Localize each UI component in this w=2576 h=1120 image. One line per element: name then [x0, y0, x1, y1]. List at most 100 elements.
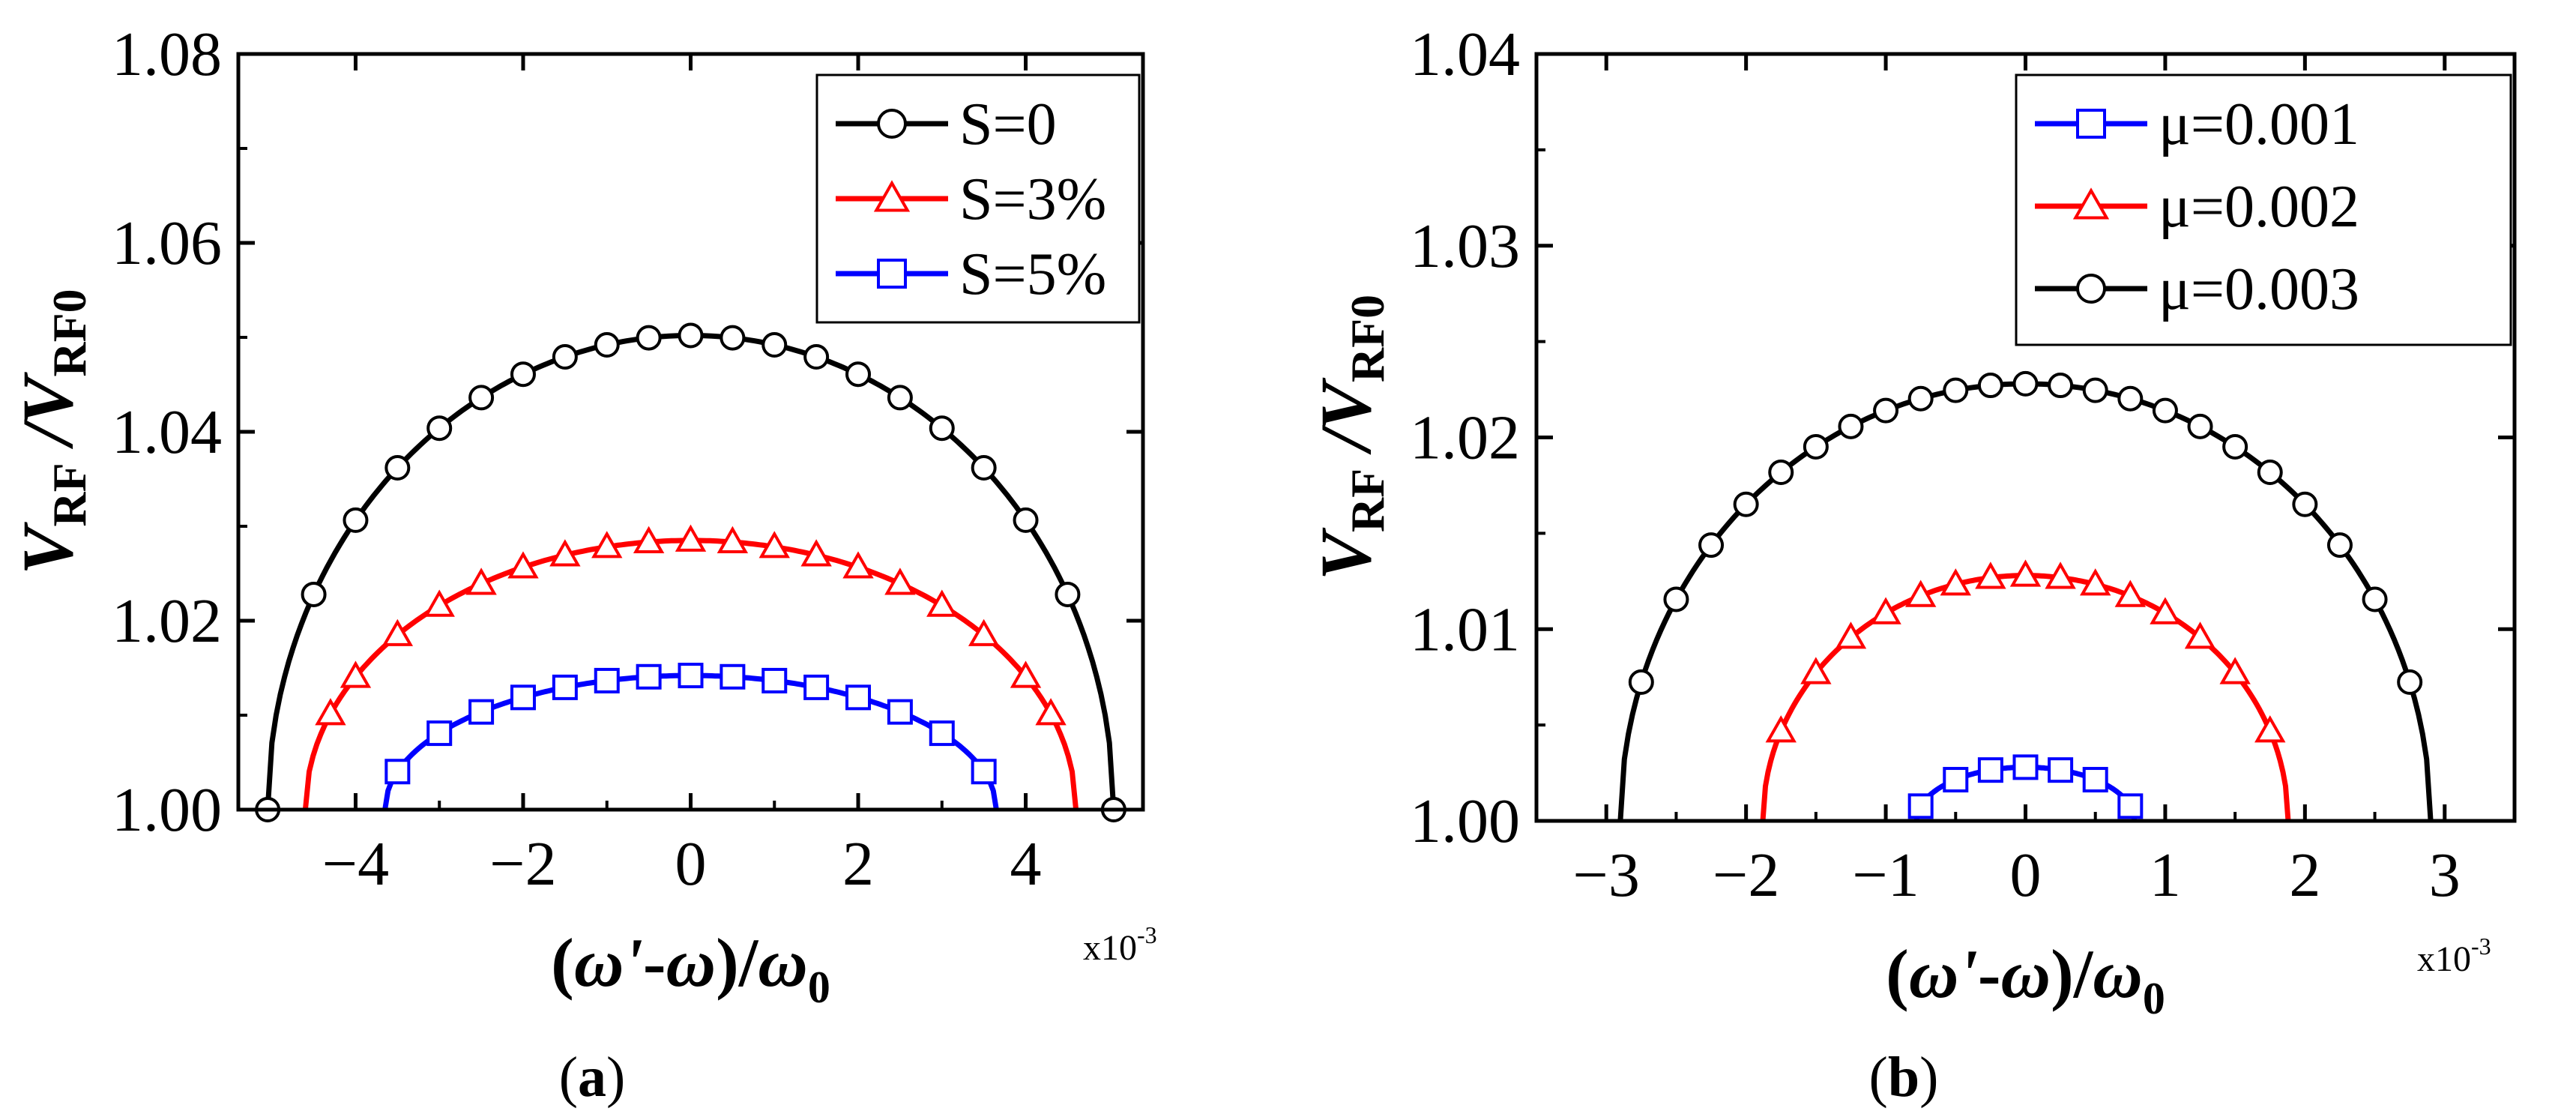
legend-item: μ=0.002	[2035, 174, 2359, 240]
data-point	[1904, 579, 1937, 607]
series-1-markers	[1907, 754, 2144, 819]
data-point	[2080, 568, 2111, 596]
y-tick-label: 1.04	[1410, 19, 1520, 89]
data-point	[552, 344, 578, 370]
data-point	[1943, 767, 1969, 793]
data-point	[1010, 660, 1042, 688]
data-point	[2082, 767, 2108, 793]
legend-marker	[2076, 109, 2106, 139]
data-point	[2117, 793, 2144, 819]
data-point	[758, 531, 790, 559]
data-point	[510, 684, 536, 711]
legend-marker	[2076, 274, 2106, 304]
legend-label: μ=0.001	[2159, 91, 2359, 157]
data-point	[507, 551, 539, 579]
data-point	[2222, 433, 2248, 460]
legend-marker	[877, 109, 907, 139]
data-point	[1035, 698, 1067, 726]
y-tick-label: 1.00	[112, 775, 222, 845]
legend-label: S=5%	[959, 241, 1106, 307]
data-point	[384, 455, 411, 481]
data-point	[465, 567, 497, 595]
data-point	[971, 455, 997, 481]
data-point	[1940, 568, 1971, 596]
legend-marker	[877, 259, 907, 289]
data-point	[468, 385, 495, 411]
data-point	[968, 618, 1000, 646]
data-point	[510, 361, 536, 388]
chart-panel-b: −3 −2 −1 0 1 2 31.001.011.021.031.04μ=0.001μ=0…	[1306, 19, 2517, 1109]
data-point	[2257, 460, 2283, 486]
legend-item: μ=0.003	[2035, 256, 2359, 322]
data-point	[720, 325, 746, 351]
data-point	[929, 720, 955, 747]
axis-multiplier: x10-3	[2417, 933, 2491, 979]
data-point	[343, 507, 369, 533]
data-point	[884, 567, 916, 595]
y-tick-label: 1.02	[1410, 403, 1520, 473]
legend-label: S=3%	[959, 166, 1106, 232]
data-point	[842, 551, 874, 579]
data-point	[929, 415, 955, 442]
data-point	[1803, 433, 1829, 460]
series-line	[1760, 573, 2291, 821]
data-point	[803, 344, 830, 370]
series-2-markers	[1765, 559, 2286, 743]
data-point	[1907, 793, 1934, 819]
data-point	[1975, 561, 2006, 589]
data-point	[2012, 754, 2039, 780]
data-point	[384, 759, 411, 785]
data-point	[2326, 532, 2353, 559]
data-point	[1838, 413, 1864, 439]
data-point	[2117, 385, 2144, 412]
series-1	[265, 333, 1117, 810]
data-point	[845, 361, 872, 388]
data-point	[1977, 373, 2003, 399]
x-tick-label: −1	[1852, 840, 1919, 910]
data-point	[887, 385, 913, 411]
legend-marker	[2072, 187, 2110, 220]
data-point	[2114, 579, 2147, 607]
data-point	[315, 698, 346, 726]
y-tick-label: 1.06	[112, 208, 222, 278]
data-point	[2397, 669, 2423, 695]
series-1-markers	[255, 322, 1126, 822]
x-axis-label: (ω'-ω)/ω0	[551, 924, 830, 1012]
data-point	[803, 674, 830, 700]
data-point	[591, 531, 623, 559]
x-tick-label: 0	[2010, 840, 2042, 910]
legend-label: μ=0.002	[2159, 174, 2359, 240]
x-axis-label: (ω'-ω)/ω0	[1886, 936, 2165, 1023]
legend-marker	[873, 180, 911, 212]
y-tick-label: 1.04	[112, 397, 222, 467]
x-tick-label: −4	[322, 829, 389, 899]
x-tick-label: 4	[1010, 829, 1042, 899]
legend: S=0 S=3% S=5%	[815, 73, 1141, 324]
data-point	[887, 699, 913, 725]
data-point	[1870, 597, 1901, 624]
data-point	[381, 618, 414, 646]
data-point	[2152, 397, 2178, 424]
data-point	[1013, 507, 1039, 533]
data-point	[2012, 370, 2039, 397]
data-point	[1628, 669, 1654, 695]
y-tick-label: 1.08	[112, 19, 222, 89]
x-tick-label: 2	[2289, 840, 2320, 910]
data-point	[423, 589, 455, 617]
legend: μ=0.001 μ=0.002 μ=0.003	[2015, 73, 2512, 346]
data-point	[926, 589, 958, 617]
data-point	[2150, 597, 2181, 624]
x-tick-label: −2	[1713, 840, 1779, 910]
data-point	[301, 581, 327, 607]
x-tick-label: 3	[2429, 840, 2461, 910]
data-point	[2292, 491, 2318, 517]
data-point	[1800, 657, 1832, 684]
data-point	[2082, 377, 2108, 403]
legend-label: S=0	[959, 91, 1057, 157]
legend-item: μ=0.001	[2035, 91, 2359, 157]
data-point	[594, 667, 620, 693]
y-axis-label: VRF /VRF0	[7, 289, 96, 574]
series-line	[382, 672, 999, 810]
data-point	[761, 332, 788, 358]
